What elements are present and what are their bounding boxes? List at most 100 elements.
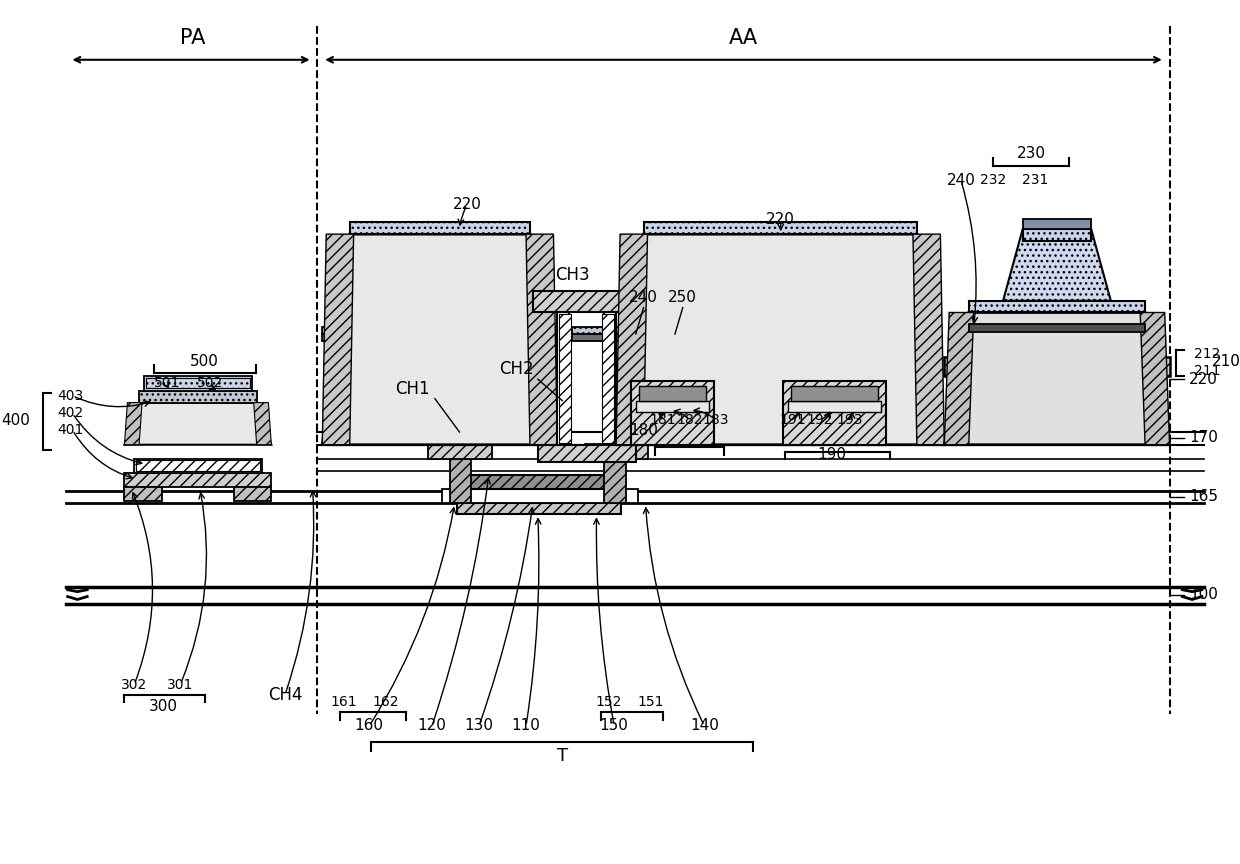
Text: 211: 211	[1194, 365, 1220, 378]
Polygon shape	[234, 486, 272, 500]
Text: 182: 182	[676, 413, 703, 427]
Text: 250: 250	[668, 290, 697, 305]
Polygon shape	[968, 301, 1145, 313]
Text: 193: 193	[836, 413, 863, 427]
Polygon shape	[322, 234, 353, 445]
Polygon shape	[954, 346, 1159, 357]
Text: CH1: CH1	[396, 380, 430, 398]
Polygon shape	[1141, 313, 1169, 445]
Polygon shape	[458, 503, 621, 514]
Polygon shape	[322, 334, 560, 341]
Polygon shape	[604, 460, 626, 503]
Polygon shape	[538, 445, 636, 462]
Text: 400: 400	[1, 413, 31, 428]
Polygon shape	[945, 313, 973, 445]
Text: PA: PA	[180, 29, 206, 48]
Polygon shape	[1023, 229, 1091, 241]
Text: 502: 502	[196, 376, 223, 390]
Text: 150: 150	[600, 718, 629, 734]
Polygon shape	[636, 401, 709, 412]
Text: 302: 302	[122, 677, 148, 692]
Polygon shape	[124, 403, 143, 445]
Text: 170: 170	[1189, 430, 1218, 445]
Text: T: T	[557, 747, 568, 766]
Text: CH4: CH4	[268, 685, 303, 703]
Polygon shape	[139, 391, 257, 403]
Polygon shape	[441, 489, 637, 503]
Polygon shape	[559, 314, 572, 442]
Polygon shape	[631, 381, 714, 445]
Text: 240: 240	[946, 173, 976, 187]
Text: CH2: CH2	[498, 360, 533, 378]
Polygon shape	[782, 381, 885, 445]
Text: 130: 130	[465, 718, 494, 734]
Polygon shape	[603, 314, 614, 442]
Text: 300: 300	[149, 699, 179, 714]
Polygon shape	[787, 401, 880, 412]
Polygon shape	[945, 313, 1169, 445]
Text: 210: 210	[1211, 354, 1240, 369]
Text: 212: 212	[1194, 346, 1220, 360]
Polygon shape	[572, 327, 734, 334]
Polygon shape	[1003, 229, 1111, 301]
Polygon shape	[124, 486, 161, 500]
Polygon shape	[572, 334, 734, 341]
Text: 301: 301	[167, 677, 193, 692]
Polygon shape	[791, 386, 878, 401]
Text: 403: 403	[58, 389, 84, 403]
Polygon shape	[616, 234, 647, 445]
Polygon shape	[124, 403, 272, 445]
Polygon shape	[968, 324, 1145, 332]
Polygon shape	[644, 222, 916, 234]
Text: 160: 160	[355, 718, 384, 734]
Text: CH3: CH3	[554, 266, 589, 284]
Polygon shape	[913, 234, 945, 445]
Text: 240: 240	[629, 290, 658, 305]
Text: AA: AA	[729, 29, 758, 48]
Polygon shape	[949, 337, 1164, 346]
Polygon shape	[350, 222, 529, 234]
Text: 220: 220	[453, 197, 481, 213]
Polygon shape	[450, 460, 471, 503]
Polygon shape	[124, 473, 272, 486]
Text: 180: 180	[629, 422, 658, 437]
Polygon shape	[945, 357, 1169, 376]
Text: 232: 232	[980, 174, 1007, 187]
Text: 110: 110	[512, 718, 541, 734]
Text: 190: 190	[817, 447, 846, 462]
Polygon shape	[134, 460, 262, 473]
Text: 120: 120	[418, 718, 446, 734]
Polygon shape	[146, 378, 249, 388]
Text: 181: 181	[650, 413, 677, 427]
Polygon shape	[144, 376, 252, 391]
Text: 183: 183	[703, 413, 729, 427]
Polygon shape	[322, 327, 560, 334]
Text: 191: 191	[779, 413, 806, 427]
Text: 402: 402	[58, 406, 84, 421]
Text: 231: 231	[1022, 174, 1049, 187]
Polygon shape	[322, 234, 557, 445]
Text: 501: 501	[154, 376, 181, 390]
Text: 230: 230	[1017, 146, 1047, 162]
Text: 192: 192	[807, 413, 833, 427]
Text: 152: 152	[595, 696, 621, 709]
Text: 140: 140	[689, 718, 719, 734]
Polygon shape	[533, 291, 641, 313]
Text: 500: 500	[190, 354, 219, 369]
Polygon shape	[1023, 219, 1091, 229]
Polygon shape	[428, 444, 492, 460]
Polygon shape	[467, 475, 604, 489]
Text: 100: 100	[1189, 588, 1218, 602]
Polygon shape	[585, 444, 649, 460]
Text: 401: 401	[58, 423, 84, 437]
Polygon shape	[616, 234, 945, 445]
Text: 162: 162	[373, 696, 399, 709]
Polygon shape	[136, 461, 259, 471]
Polygon shape	[557, 313, 569, 445]
Polygon shape	[254, 403, 272, 445]
Polygon shape	[639, 386, 707, 401]
Text: 151: 151	[637, 696, 663, 709]
Text: 165: 165	[1189, 489, 1218, 505]
Polygon shape	[604, 313, 616, 445]
Text: 220: 220	[766, 212, 795, 227]
